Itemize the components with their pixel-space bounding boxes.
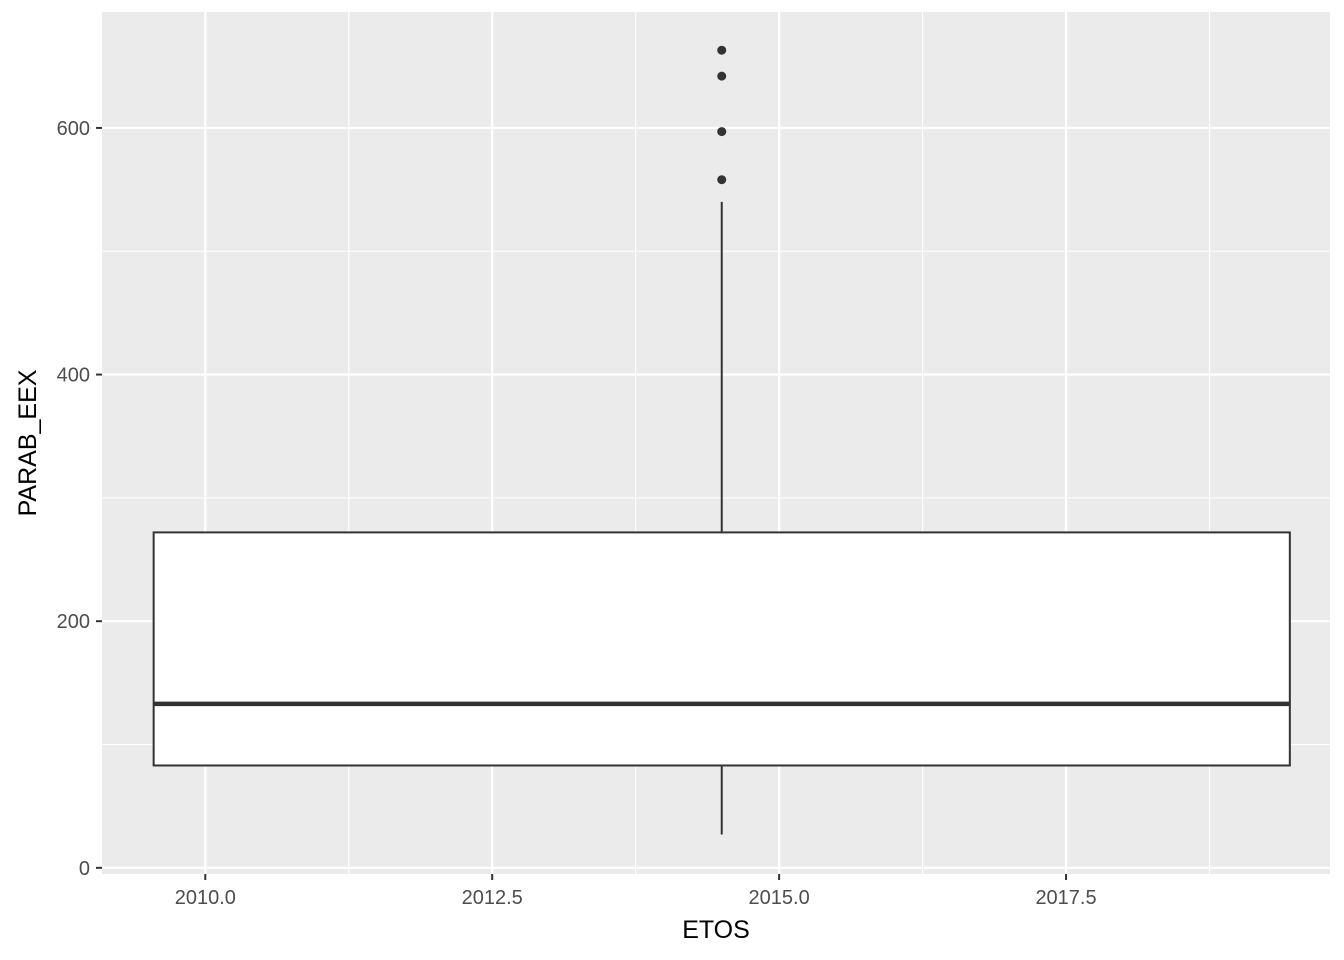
outlier-point [717, 175, 727, 185]
x-axis-title: ETOS [682, 916, 750, 944]
x-tick-label: 2017.5 [1035, 887, 1096, 909]
y-tick-label: 400 [57, 365, 90, 387]
y-tick-label: 0 [79, 858, 90, 880]
grid-minor [102, 12, 1330, 874]
boxplot [152, 45, 1291, 835]
x-tick-label: 2012.5 [462, 887, 523, 909]
y-tick-label: 200 [57, 611, 90, 633]
outlier-point [717, 45, 727, 55]
x-tick-label: 2015.0 [749, 887, 810, 909]
y-axis-title: PARAB_EEX [14, 369, 42, 516]
box-iqr [152, 531, 1291, 767]
outlier-point [717, 71, 727, 81]
x-axis: 2010.0 2012.5 2015.0 2017.5 [175, 874, 1097, 909]
outlier-point [717, 127, 727, 137]
x-tick-label: 2010.0 [175, 887, 236, 909]
y-tick-label: 600 [57, 118, 90, 140]
y-axis: 0 200 400 600 [57, 118, 102, 880]
